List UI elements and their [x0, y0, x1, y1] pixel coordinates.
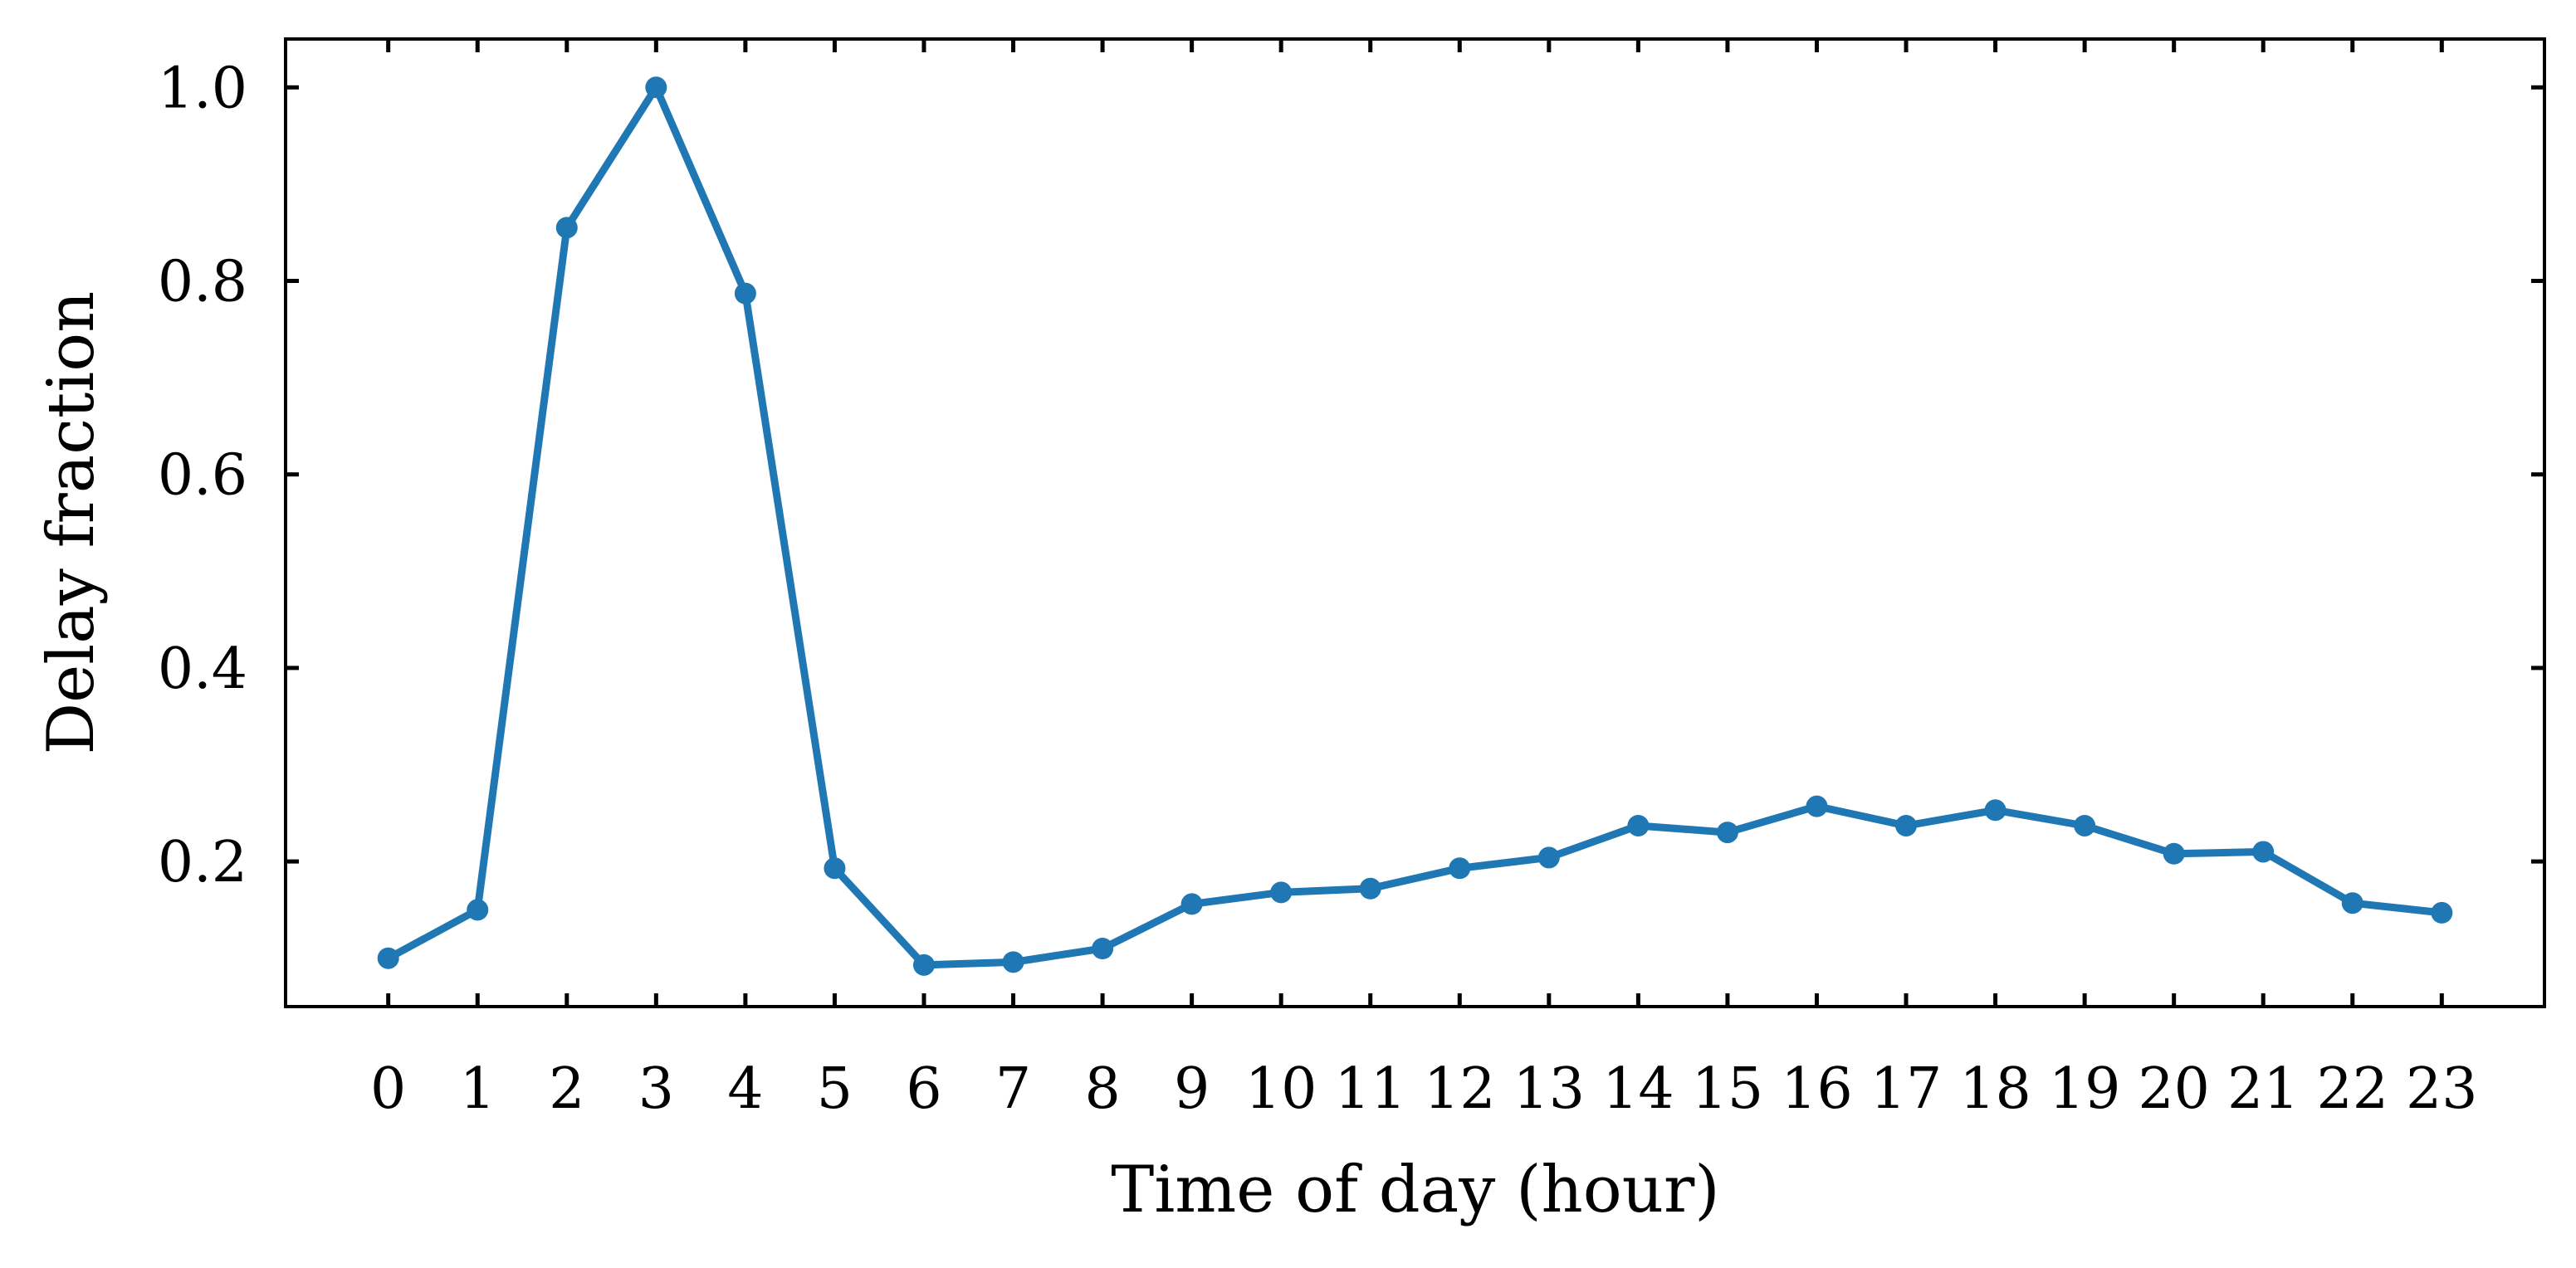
data-point	[1627, 814, 1650, 836]
x-tick-label: 0	[370, 1056, 406, 1122]
data-point	[1895, 814, 1918, 836]
data-point	[912, 953, 935, 976]
data-point	[1180, 893, 1203, 915]
y-axis-label: Delay fraction	[34, 291, 109, 755]
y-tick-label: 0.2	[158, 830, 247, 895]
x-axis-label: Time of day (hour)	[1111, 1153, 1719, 1227]
x-tick-label: 11	[1334, 1056, 1406, 1122]
y-tick-label: 0.8	[158, 250, 247, 315]
data-point	[1359, 877, 1381, 900]
plot-frame	[284, 37, 2546, 1008]
data-point	[1002, 951, 1024, 973]
x-tick-label: 22	[2317, 1056, 2389, 1122]
x-tick-label: 17	[1870, 1056, 1943, 1122]
ticks-layer	[286, 39, 2544, 1007]
data-point	[1449, 857, 1471, 880]
x-tick-label: 15	[1692, 1056, 1764, 1122]
data-point	[1270, 881, 1293, 904]
x-tick-label: 7	[995, 1056, 1031, 1122]
x-tick-label: 9	[1174, 1056, 1210, 1122]
x-tick-label: 14	[1602, 1056, 1674, 1122]
data-point	[2074, 814, 2096, 836]
x-tick-label: 13	[1513, 1056, 1586, 1122]
data-point	[377, 947, 399, 969]
x-tick-label: 10	[1245, 1056, 1317, 1122]
x-tick-label: 3	[638, 1056, 674, 1122]
x-tick-label: 5	[817, 1056, 853, 1122]
x-tick-label: 2	[549, 1056, 584, 1122]
x-tick-label: 1	[460, 1056, 496, 1122]
x-tick-label: 20	[2138, 1056, 2210, 1122]
data-point	[1806, 795, 1828, 817]
data-point	[2163, 842, 2185, 865]
data-point	[645, 76, 667, 99]
data-point	[2431, 901, 2453, 924]
data-point	[2252, 841, 2275, 863]
x-tick-label: 12	[1424, 1056, 1496, 1122]
y-tick-label: 1.0	[158, 56, 247, 121]
data-point	[1716, 822, 1738, 844]
y-tick-label: 0.6	[158, 443, 247, 509]
x-tick-label: 4	[727, 1056, 763, 1122]
data-point	[1537, 846, 1560, 869]
data-point	[734, 282, 756, 305]
x-tick-label: 6	[906, 1056, 941, 1122]
series-layer	[377, 76, 2453, 976]
x-tick-label: 16	[1781, 1056, 1853, 1122]
data-point	[1092, 938, 1114, 960]
x-tick-label: 8	[1084, 1056, 1120, 1122]
y-tick-label: 0.4	[158, 636, 247, 702]
series-line	[384, 83, 2446, 969]
data-point	[555, 217, 578, 239]
x-tick-label: 21	[2227, 1056, 2300, 1122]
tick-labels-layer: 0 1 2 3 4 5 6 7 8 9 10 11 12 13 14 15 16 17 18 19 20 21 22 230.…	[158, 56, 2478, 1122]
data-point	[824, 857, 846, 880]
data-point	[1984, 799, 2007, 822]
x-tick-label: 18	[1959, 1056, 2031, 1122]
data-point	[467, 899, 489, 921]
data-point	[2341, 892, 2363, 914]
x-tick-label: 23	[2406, 1056, 2478, 1122]
x-tick-label: 19	[2049, 1056, 2121, 1122]
